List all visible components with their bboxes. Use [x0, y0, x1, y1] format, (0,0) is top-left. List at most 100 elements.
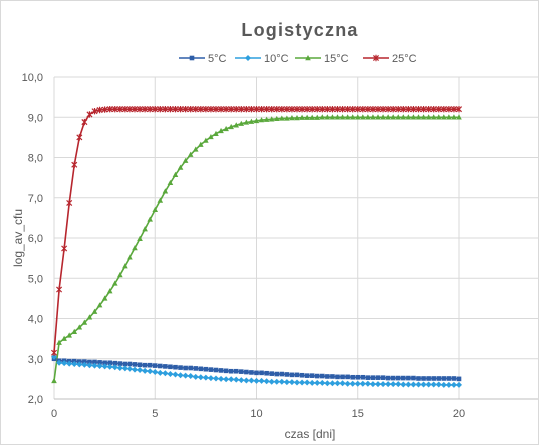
data-point [213, 367, 219, 373]
data-point [233, 106, 240, 113]
chart-title: Logistyczna [241, 20, 358, 40]
data-point [76, 134, 83, 141]
data-point [288, 379, 295, 386]
data-point [192, 146, 199, 152]
data-point [86, 111, 93, 118]
data-point [430, 106, 437, 113]
data-point [81, 118, 88, 126]
data-point [339, 380, 346, 387]
data-point [142, 367, 149, 374]
data-point [117, 272, 123, 278]
data-point [425, 381, 432, 388]
data-point [268, 106, 275, 113]
data-point [355, 374, 361, 380]
y-tick-label: 6,0 [28, 233, 43, 245]
data-point [254, 370, 259, 376]
data-point [172, 371, 179, 378]
data-point [395, 381, 402, 388]
data-point [228, 106, 235, 113]
data-point [284, 372, 290, 377]
data-point [218, 127, 224, 134]
data-point [274, 371, 280, 377]
data-point [111, 280, 118, 286]
data-point [97, 360, 102, 365]
data-point [400, 381, 407, 388]
data-point [131, 106, 139, 113]
data-point [152, 206, 159, 213]
data-point [268, 116, 275, 122]
data-point [435, 381, 442, 388]
data-point [330, 374, 335, 379]
series-markers-4 [50, 106, 463, 356]
data-point [304, 379, 311, 386]
data-point [395, 106, 402, 113]
data-point [157, 369, 164, 376]
data-point [243, 377, 250, 384]
data-point [284, 115, 290, 121]
data-point [425, 106, 432, 113]
data-point [344, 114, 351, 120]
data-point [198, 141, 204, 147]
data-point [390, 106, 397, 113]
data-point [374, 106, 382, 113]
data-point [421, 376, 426, 381]
data-point [192, 106, 199, 113]
data-point [288, 106, 295, 113]
data-point [299, 379, 306, 386]
data-point [233, 122, 240, 128]
data-point [76, 324, 83, 330]
y-tick-label: 9,0 [28, 112, 43, 124]
data-point [380, 114, 386, 120]
data-point [102, 360, 107, 366]
data-point [426, 376, 431, 381]
data-point [203, 137, 209, 143]
data-point [86, 314, 93, 320]
data-point [390, 375, 396, 381]
data-point [248, 106, 255, 113]
series-markers-3 [51, 114, 462, 384]
data-point [61, 335, 67, 341]
data-point [167, 106, 174, 113]
data-point [197, 374, 204, 381]
data-point [289, 115, 295, 121]
data-point [314, 373, 320, 379]
data-point [81, 361, 88, 368]
data-point [304, 373, 310, 378]
data-point [435, 106, 442, 113]
data-point [420, 114, 427, 120]
data-point [152, 363, 158, 368]
data-point [335, 374, 340, 380]
data-point [369, 381, 376, 388]
data-point [268, 378, 275, 385]
legend-item: 15°C [295, 53, 349, 65]
data-point [81, 319, 88, 325]
data-point [106, 363, 113, 370]
data-point [132, 362, 138, 367]
data-point [218, 375, 225, 382]
data-point [446, 376, 452, 381]
data-point [202, 106, 209, 113]
data-point [400, 114, 407, 120]
data-point [203, 366, 209, 372]
data-point [370, 114, 376, 120]
data-point [329, 106, 336, 113]
data-point [299, 106, 306, 113]
data-point [66, 332, 72, 338]
data-point [223, 125, 229, 132]
data-point [405, 381, 412, 388]
data-point [415, 114, 422, 120]
y-tick-label: 2,0 [28, 394, 43, 406]
data-point [258, 106, 265, 113]
data-point [167, 179, 174, 186]
data-point [106, 288, 113, 294]
data-point [390, 381, 397, 388]
legend-item: 25°C [363, 53, 417, 65]
data-point [350, 374, 355, 380]
data-point [375, 114, 381, 120]
data-point [319, 114, 326, 120]
data-point [188, 365, 193, 371]
data-point [239, 369, 244, 374]
data-point [157, 106, 164, 113]
data-point [193, 366, 199, 371]
